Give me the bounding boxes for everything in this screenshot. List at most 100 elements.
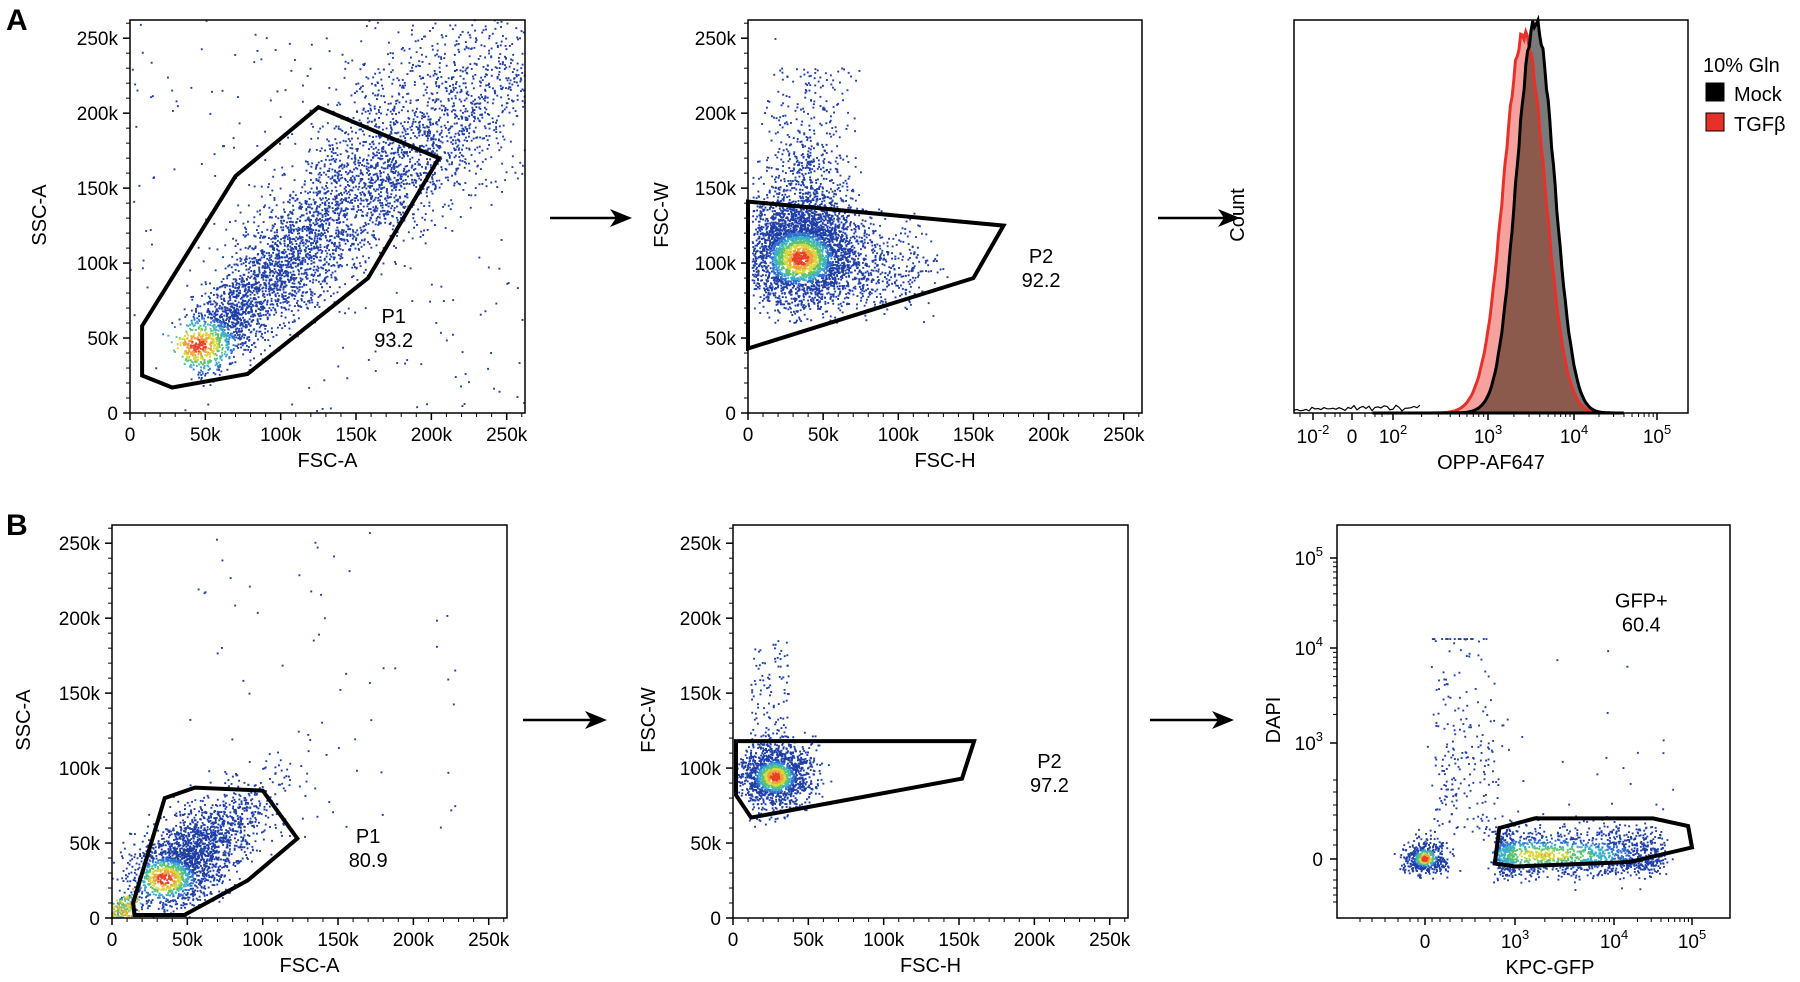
event-dot <box>305 207 308 210</box>
event-dot <box>438 147 441 150</box>
event-dot <box>255 332 257 335</box>
event-dot <box>249 245 251 248</box>
event-dot <box>397 211 400 214</box>
event-dot <box>255 287 258 289</box>
event-dot <box>408 117 411 120</box>
event-dot <box>339 177 342 180</box>
event-dot <box>318 229 320 232</box>
event-dot <box>201 343 204 345</box>
event-dot <box>374 190 377 193</box>
event-dot <box>794 226 797 229</box>
event-dot <box>291 256 294 258</box>
event-dot <box>243 303 246 306</box>
event-dot <box>233 335 235 338</box>
event-dot <box>368 135 371 137</box>
event-dot <box>428 205 431 207</box>
event-dot <box>196 322 199 324</box>
event-dot <box>181 355 184 358</box>
event-dot <box>363 164 366 167</box>
event-dot <box>302 214 305 217</box>
event-dot <box>327 140 330 143</box>
event-dot <box>261 302 264 304</box>
event-dot <box>394 170 397 172</box>
event-dot <box>260 250 263 252</box>
event-dot <box>292 255 295 257</box>
event-dot <box>290 266 293 269</box>
event-dot <box>359 197 362 200</box>
event-dot <box>330 295 332 297</box>
event-dot <box>484 56 487 59</box>
event-dot <box>398 189 401 191</box>
event-dot <box>350 177 352 179</box>
event-dot <box>257 253 260 255</box>
event-dot <box>451 143 454 145</box>
event-dot <box>253 234 256 237</box>
event-dot <box>219 355 222 358</box>
event-dot <box>392 172 395 175</box>
event-dot <box>261 275 264 277</box>
event-dot <box>301 227 304 230</box>
event-dot <box>275 253 278 256</box>
event-dot <box>235 330 237 333</box>
event-dot <box>306 274 309 277</box>
event-dot <box>309 231 312 233</box>
event-dot <box>370 109 372 112</box>
event-dot <box>280 283 283 286</box>
y-tick-label: 50k <box>87 329 118 350</box>
event-dot <box>387 178 390 180</box>
event-dot <box>290 263 292 266</box>
event-dot <box>184 315 187 318</box>
event-dot <box>433 173 436 175</box>
event-dot <box>249 359 252 362</box>
event-dot <box>370 145 373 148</box>
event-dot <box>453 60 456 63</box>
event-dot <box>473 131 476 134</box>
event-dot <box>517 74 520 76</box>
event-dot <box>327 214 330 216</box>
event-dot <box>519 77 522 80</box>
event-dot <box>334 212 336 214</box>
event-dot <box>296 287 299 290</box>
event-dot <box>193 317 196 320</box>
event-dot <box>178 338 181 341</box>
event-dot <box>297 232 299 235</box>
event-dot <box>355 215 357 218</box>
event-dot <box>277 298 280 301</box>
event-dot <box>195 346 198 348</box>
event-dot <box>214 337 217 340</box>
event-dot <box>198 334 201 337</box>
event-dot <box>407 231 410 234</box>
event-dot <box>443 113 446 116</box>
event-dot <box>336 219 339 222</box>
event-dot <box>329 216 332 219</box>
event-dot <box>216 313 219 316</box>
event-dot <box>358 185 361 188</box>
event-dot <box>205 334 208 337</box>
event-dot <box>403 81 406 84</box>
event-dot <box>375 238 377 241</box>
event-dot <box>305 212 308 215</box>
event-dot <box>504 55 506 58</box>
event-dot <box>347 190 350 193</box>
event-dot <box>306 268 309 271</box>
event-dot <box>245 234 248 237</box>
event-dot <box>282 201 285 204</box>
event-dot <box>268 254 271 257</box>
event-dot <box>175 336 178 339</box>
event-dot <box>196 347 199 350</box>
event-dot <box>214 269 217 272</box>
event-dot <box>393 123 395 126</box>
event-dot <box>287 248 290 251</box>
event-dot <box>432 74 435 77</box>
event-dot <box>804 172 807 175</box>
event-dot <box>516 36 519 39</box>
event-dot <box>263 349 266 352</box>
event-dot <box>278 254 280 257</box>
gate-polygon[interactable] <box>140 104 442 390</box>
event-dot <box>267 186 270 189</box>
event-dot <box>416 174 419 177</box>
event-dot <box>462 155 465 158</box>
event-dot <box>353 197 356 200</box>
event-dot <box>187 334 190 337</box>
event-dot <box>379 157 381 160</box>
